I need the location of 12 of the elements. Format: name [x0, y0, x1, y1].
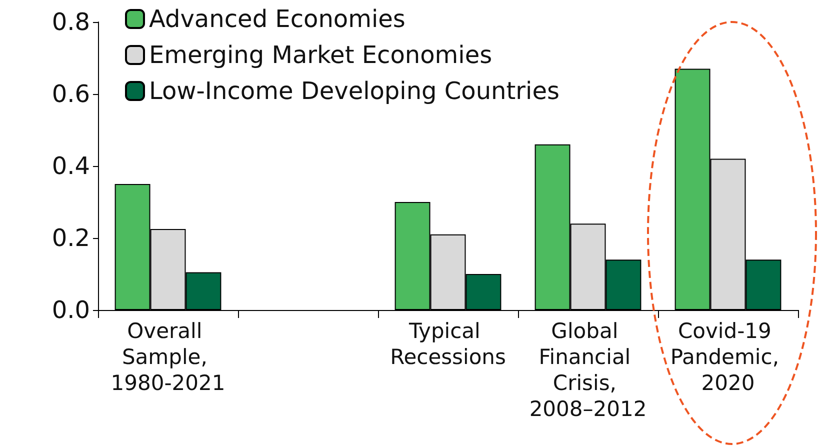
x-tick-label: Typical Recessions: [390, 319, 506, 369]
y-tick-label: 0.6: [52, 80, 90, 108]
y-tick-label: 0.4: [52, 152, 90, 180]
legend-label: Emerging Market Economies: [149, 41, 492, 69]
y-tick-label: 0.8: [52, 8, 90, 36]
y-tick-label: 0.2: [52, 224, 90, 252]
x-tick-label: Global Financial Crisis, 2008–2012: [529, 319, 647, 421]
legend-label: Advanced Economies: [149, 5, 406, 33]
y-tick-label: 0.0: [52, 296, 90, 324]
x-tick-label: Covid-19 Pandemic, 2020: [670, 319, 786, 395]
legend-label: Low-Income Developing Countries: [149, 77, 560, 105]
x-tick-label: Overall Sample, 1980-2021: [110, 319, 226, 395]
